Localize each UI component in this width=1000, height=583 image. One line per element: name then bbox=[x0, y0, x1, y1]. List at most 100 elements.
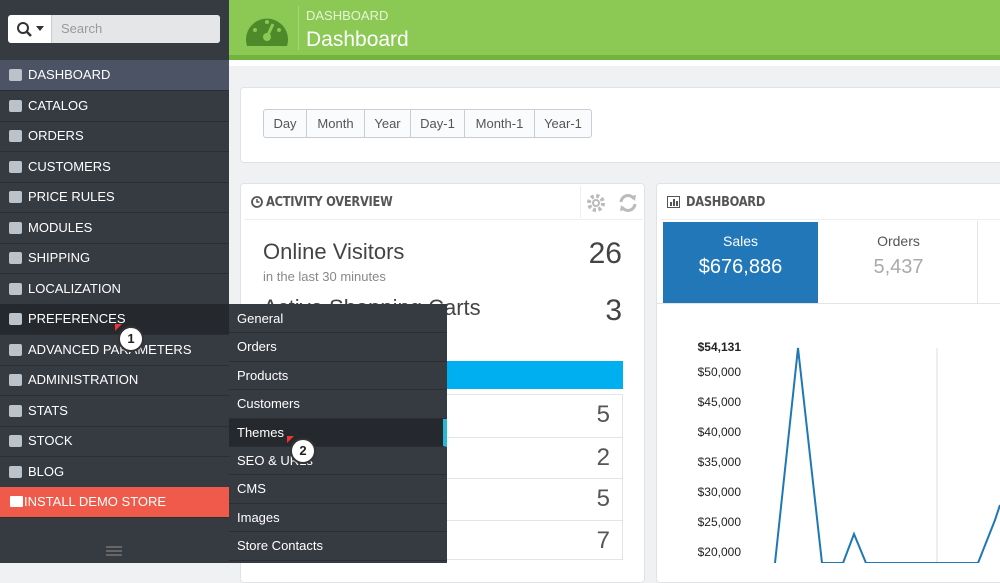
y-tick-label: $35,000 bbox=[697, 455, 741, 469]
sidebar-label[interactable]: CATALOG bbox=[28, 97, 89, 113]
menu-icon bbox=[10, 496, 23, 507]
sidebar-item[interactable]: MODULES bbox=[0, 213, 229, 244]
sidebar-item[interactable]: PREFERENCES bbox=[0, 304, 229, 335]
search-box[interactable]: Search bbox=[8, 15, 220, 43]
panel-title: ACTIVITY OVERVIEW bbox=[266, 195, 393, 210]
submenu-item[interactable]: Themes bbox=[229, 418, 447, 447]
date-filter-button[interactable]: Year-1 bbox=[534, 109, 592, 138]
sidebar-label[interactable]: PREFERENCES bbox=[28, 311, 126, 326]
date-filter-button[interactable]: Month bbox=[306, 109, 365, 138]
panel-divider bbox=[244, 219, 643, 220]
sidebar-item[interactable]: BLOG bbox=[0, 457, 229, 488]
sidebar-label[interactable]: STATS bbox=[28, 402, 68, 418]
callout-pointer bbox=[287, 436, 294, 443]
sidebar-label[interactable]: ADVANCED PARAMETERS bbox=[28, 341, 192, 357]
submenu-item[interactable]: Orders bbox=[229, 333, 447, 362]
callout-pointer bbox=[115, 324, 122, 331]
submenu-item[interactable]: Products bbox=[229, 362, 447, 391]
tiles-divider bbox=[657, 303, 1000, 304]
kpi-tile[interactable]: Orders 5,437 bbox=[821, 222, 976, 303]
sidebar-item[interactable]: STOCK bbox=[0, 426, 229, 457]
date-filter-button[interactable]: Day-1 bbox=[410, 109, 465, 138]
page-title: Dashboard bbox=[306, 28, 409, 51]
dashboard-panel: DASHBOARD Sales $676,886 Orders 5,437 bbox=[656, 183, 1000, 583]
date-filter-button[interactable]: Year bbox=[364, 109, 411, 138]
submenu-item[interactable]: General bbox=[229, 305, 447, 334]
menu-icon bbox=[9, 130, 22, 142]
submenu-item[interactable]: CMS bbox=[229, 475, 447, 504]
search-input[interactable]: Search bbox=[52, 15, 220, 43]
activity-value: 7 bbox=[596, 526, 610, 554]
toolbar-strip bbox=[229, 60, 1000, 66]
sidebar-label[interactable]: LOCALIZATION bbox=[28, 280, 121, 296]
sidebar-item[interactable]: DASHBOARD bbox=[0, 60, 229, 91]
y-tick-label: $54,131 bbox=[697, 340, 741, 354]
sidebar-label[interactable]: ORDERS bbox=[28, 128, 84, 143]
sales-chart bbox=[774, 347, 1000, 563]
kpi-tile[interactable]: Sales $676,886 bbox=[663, 222, 818, 303]
submenu-item[interactable]: Store Contacts bbox=[229, 532, 447, 561]
sidebar-label[interactable]: ADMINISTRATION bbox=[28, 372, 139, 387]
metric-value: 3 bbox=[605, 294, 622, 327]
submenu-item[interactable]: SEO & URLs bbox=[229, 447, 447, 476]
refresh-icon[interactable] bbox=[618, 193, 638, 213]
header-divider bbox=[298, 6, 299, 50]
sidebar-item[interactable]: INSTALL DEMO STORE bbox=[0, 487, 229, 518]
menu-icon bbox=[9, 160, 22, 173]
menu-icon bbox=[9, 343, 22, 356]
sales-line bbox=[774, 347, 1000, 563]
sidebar-label[interactable]: SHIPPING bbox=[28, 250, 91, 265]
clock-icon bbox=[251, 196, 263, 208]
y-tick-label: $20,000 bbox=[697, 545, 741, 559]
date-filter-button[interactable]: Day bbox=[263, 109, 307, 138]
header-border bbox=[229, 55, 1000, 60]
sidebar-item[interactable]: SHIPPING bbox=[0, 243, 229, 274]
search-button[interactable] bbox=[8, 15, 52, 43]
submenu-item[interactable]: Images bbox=[229, 504, 447, 533]
sidebar-item[interactable]: ADVANCED PARAMETERS bbox=[0, 335, 229, 366]
panel-title: DASHBOARD bbox=[686, 195, 766, 210]
sidebar-item[interactable]: PRICE RULES bbox=[0, 182, 229, 213]
sidebar-label[interactable]: PRICE RULES bbox=[28, 189, 115, 204]
dashboard-logo bbox=[246, 18, 288, 46]
date-filter-button[interactable]: Month-1 bbox=[464, 109, 535, 138]
sidebar-label[interactable]: BLOG bbox=[28, 463, 65, 479]
sidebar-label[interactable]: STOCK bbox=[28, 433, 73, 448]
sidebar-item[interactable]: CUSTOMERS bbox=[0, 152, 229, 183]
kpi-value: $676,886 bbox=[698, 256, 783, 278]
tile-divider bbox=[977, 221, 978, 303]
submenu-item[interactable]: Customers bbox=[229, 390, 447, 419]
kpi-value: 5,437 bbox=[873, 256, 924, 278]
sidebar-item[interactable]: ADMINISTRATION bbox=[0, 365, 229, 396]
metric-label: Online Visitors bbox=[263, 239, 405, 264]
sidebar-label[interactable]: MODULES bbox=[28, 219, 93, 235]
menu-icon bbox=[9, 404, 22, 417]
callout-badge: 1 bbox=[118, 326, 144, 352]
sidebar-item[interactable]: STATS bbox=[0, 396, 229, 427]
sidebar-label[interactable]: DASHBOARD bbox=[28, 67, 111, 82]
sidebar-item[interactable]: LOCALIZATION bbox=[0, 274, 229, 305]
callout-badge: 2 bbox=[290, 438, 316, 464]
chart-icon bbox=[667, 196, 680, 208]
sidebar-label[interactable]: INSTALL DEMO STORE bbox=[24, 494, 167, 509]
menu-icon bbox=[9, 191, 22, 203]
collapse-icon[interactable] bbox=[106, 545, 122, 557]
menu-icon bbox=[9, 435, 22, 447]
sidebar-item[interactable]: CATALOG bbox=[0, 91, 229, 122]
sidebar-label[interactable]: CUSTOMERS bbox=[28, 158, 111, 174]
y-tick-label: $25,000 bbox=[697, 515, 741, 529]
breadcrumb[interactable]: DASHBOARD bbox=[306, 8, 389, 23]
menu-icon bbox=[9, 282, 22, 295]
menu-icon bbox=[9, 465, 22, 478]
config-icon[interactable] bbox=[586, 193, 606, 213]
menu-icon bbox=[9, 313, 22, 325]
menu-icon bbox=[9, 374, 22, 386]
menu-icon bbox=[9, 99, 22, 112]
y-tick-label: $45,000 bbox=[697, 395, 741, 409]
activity-value: 5 bbox=[596, 401, 610, 428]
sidebar-item[interactable]: ORDERS bbox=[0, 121, 229, 152]
activity-row: 5 bbox=[264, 395, 622, 436]
search-icon bbox=[17, 22, 44, 37]
date-filter-group: Day Month Year Day-1 Month-1 Year-1 bbox=[263, 109, 593, 138]
